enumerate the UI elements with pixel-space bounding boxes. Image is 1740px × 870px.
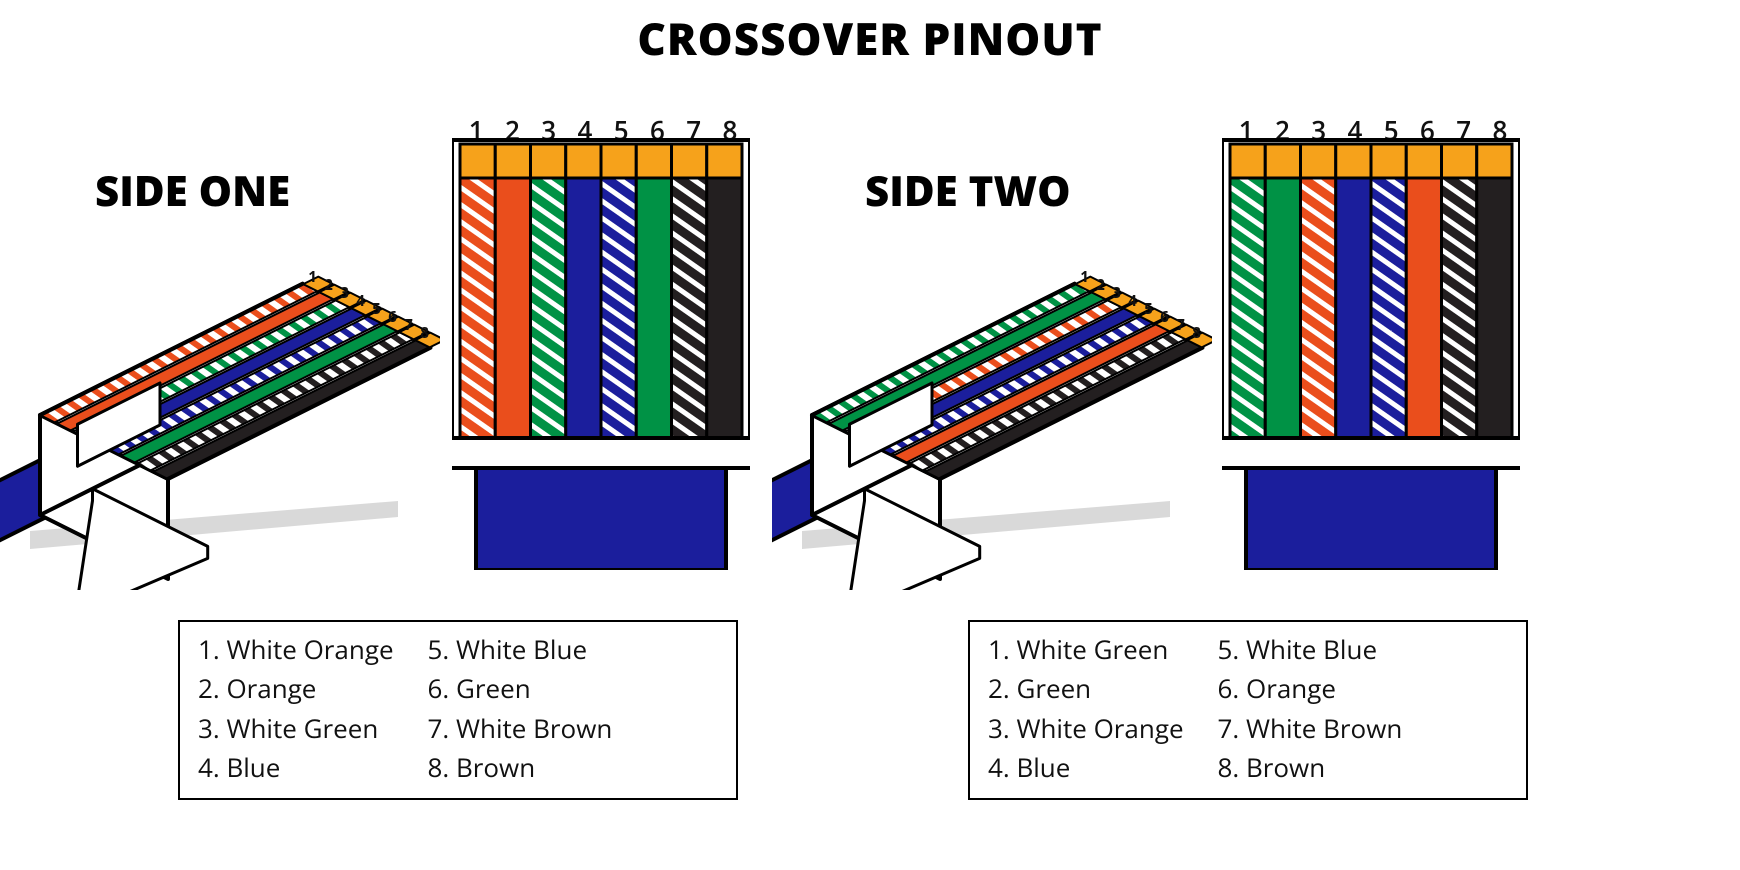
legend-entry: 4. Blue	[198, 749, 394, 787]
svg-text:7: 7	[404, 315, 413, 335]
svg-text:4: 4	[1128, 291, 1137, 311]
connector-flat-side-one	[452, 110, 750, 570]
svg-text:2: 2	[1096, 275, 1105, 295]
svg-text:6: 6	[388, 307, 397, 327]
svg-text:3: 3	[1112, 283, 1121, 303]
legend-entry: 5. White Blue	[428, 631, 613, 669]
legend-entry: 3. White Green	[198, 710, 394, 748]
legend-entry: 7. White Brown	[428, 710, 613, 748]
side-two-label: SIDE TWO	[865, 162, 1071, 219]
legend-entry: 2. Green	[988, 670, 1184, 708]
legend-entry: 8. Brown	[1218, 749, 1403, 787]
svg-text:3: 3	[340, 283, 349, 303]
svg-text:1: 1	[1080, 267, 1089, 287]
svg-text:5: 5	[372, 299, 381, 319]
svg-text:8: 8	[420, 323, 429, 343]
legend-entry: 5. White Blue	[1218, 631, 1403, 669]
legend-entry: 2. Orange	[198, 670, 394, 708]
svg-text:4: 4	[356, 291, 365, 311]
svg-text:8: 8	[1192, 323, 1201, 343]
legend-entry: 3. White Orange	[988, 710, 1184, 748]
legend-entry: 1. White Orange	[198, 631, 394, 669]
legend-entry: 6. Orange	[1218, 670, 1403, 708]
legend-entry: 1. White Green	[988, 631, 1184, 669]
side-one-label: SIDE ONE	[95, 162, 290, 219]
svg-text:6: 6	[1160, 307, 1169, 327]
legend-entry: 4. Blue	[988, 749, 1184, 787]
page-root: CROSSOVER PINOUT SIDE ONE	[0, 0, 1740, 870]
svg-text:1: 1	[308, 267, 317, 287]
legend-entry: 6. Green	[428, 670, 613, 708]
main-title: CROSSOVER PINOUT	[0, 8, 1740, 68]
legend-side-two: 1. White Green2. Green3. White Orange4. …	[968, 620, 1528, 800]
connector-flat-side-two	[1222, 110, 1520, 570]
connector-3d-side-two: 12345678	[772, 240, 1212, 590]
svg-text:7: 7	[1176, 315, 1185, 335]
legend-side-one: 1. White Orange2. Orange3. White Green4.…	[178, 620, 738, 800]
svg-text:5: 5	[1144, 299, 1153, 319]
legend-entry: 7. White Brown	[1218, 710, 1403, 748]
svg-text:2: 2	[324, 275, 333, 295]
connector-3d-side-one: 12345678	[0, 240, 440, 590]
legend-entry: 8. Brown	[428, 749, 613, 787]
